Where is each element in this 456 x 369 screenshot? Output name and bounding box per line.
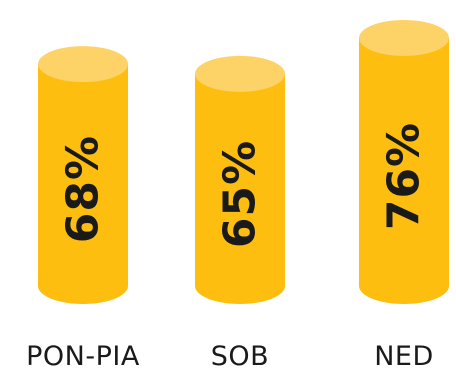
category-label: NED xyxy=(374,341,434,369)
bar-top xyxy=(359,20,449,56)
data-label: 76% xyxy=(379,122,430,230)
data-label: 65% xyxy=(215,140,266,248)
bar-body xyxy=(359,38,449,304)
bar-top xyxy=(38,46,128,83)
data-label: 68% xyxy=(58,135,109,243)
bar-ned: 76% xyxy=(359,20,449,304)
bar-body xyxy=(195,73,285,304)
bar-top xyxy=(195,55,285,92)
bar-sob: 65% xyxy=(195,55,285,304)
category-label: SOB xyxy=(211,341,269,369)
category-label: PON-PIA xyxy=(26,341,140,369)
bar-pon-pia: 68% xyxy=(38,46,128,305)
bar-body xyxy=(38,64,128,305)
